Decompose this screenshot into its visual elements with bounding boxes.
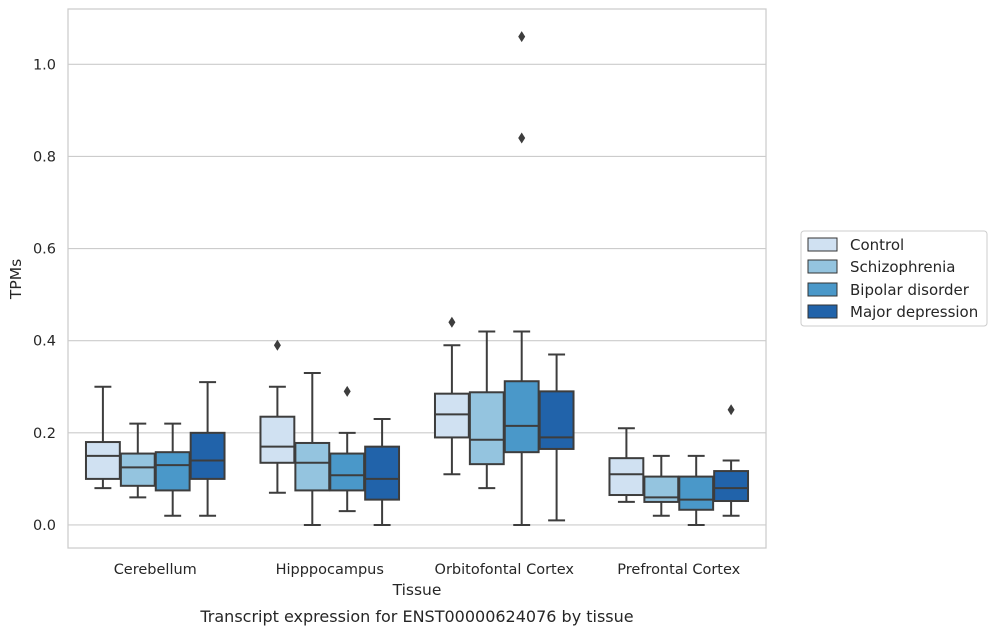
y-tick-label: 0.8: [33, 149, 56, 165]
legend-swatch-bipolar-disorder: [807, 282, 838, 297]
x-axis-label: Tissue: [392, 581, 442, 599]
box-bipolar-disorder-hipppocampus: [329, 385, 366, 513]
box-iqr: [294, 441, 331, 492]
grid-lines: [68, 63, 766, 526]
box-iqr: [713, 470, 750, 503]
chart-caption: Transcript expression for ENST0000062407…: [199, 607, 633, 626]
outlier-point: [518, 31, 526, 43]
plot-frame: [67, 8, 767, 549]
box-iqr: [259, 415, 296, 464]
box-iqr: [433, 392, 470, 439]
outlier-point: [727, 404, 735, 416]
outlier-point: [273, 339, 281, 351]
box-iqr: [189, 431, 226, 480]
y-axis-label: TPMs: [7, 259, 25, 300]
outlier-point: [343, 385, 351, 397]
box-control-orbitofontal-cortex: [433, 316, 470, 476]
y-tick-label: 0.4: [33, 334, 56, 350]
legend-label-schizophrenia: Schizophrenia: [850, 258, 955, 276]
outlier-point: [518, 132, 526, 144]
box-bipolar-disorder-orbitofontal-cortex: [503, 31, 540, 526]
legend-label-control: Control: [850, 236, 904, 254]
x-tick-label: Prefrontal Cortex: [617, 562, 740, 578]
box-bipolar-disorder-prefrontal-cortex: [678, 454, 715, 526]
y-tick-label: 0.0: [33, 518, 56, 534]
x-tick-label: Hipppocampus: [276, 562, 384, 578]
box-iqr: [154, 451, 191, 492]
legend-swatch-major-depression: [807, 304, 838, 319]
box-iqr: [468, 391, 505, 466]
x-tick-label: Cerebellum: [114, 562, 197, 578]
box-schizophrenia-orbitofontal-cortex: [468, 330, 505, 490]
box-major-depression-orbitofontal-cortex: [538, 353, 575, 522]
y-tick-labels: 0.0 0.2 0.4 0.6 0.8 1.0: [33, 57, 56, 534]
box-iqr: [84, 441, 121, 480]
outlier-point: [448, 316, 456, 328]
box-iqr: [538, 390, 575, 450]
legend-item-schizophrenia: Schizophrenia: [807, 258, 955, 276]
box-iqr: [364, 445, 401, 501]
box-schizophrenia-prefrontal-cortex: [643, 454, 680, 517]
legend-swatch-schizophrenia: [807, 259, 838, 274]
box-iqr: [503, 380, 540, 454]
box-iqr: [608, 457, 645, 497]
box-schizophrenia-hipppocampus: [294, 371, 331, 526]
legend-item-bipolar-disorder: Bipolar disorder: [807, 281, 970, 299]
y-tick-label: 1.0: [33, 57, 56, 73]
box-control-cerebellum: [84, 385, 121, 490]
box-series: [84, 31, 750, 526]
x-tick-label: Orbitofontal Cortex: [435, 562, 575, 578]
box-control-prefrontal-cortex: [608, 427, 645, 503]
legend-label-major-depression: Major depression: [850, 303, 978, 321]
box-major-depression-cerebellum: [189, 381, 226, 517]
legend-label-bipolar-disorder: Bipolar disorder: [850, 281, 970, 299]
y-tick-label: 0.6: [33, 242, 56, 258]
legend: Control Schizophrenia Bipolar disorder M…: [800, 230, 988, 327]
legend-item-control: Control: [807, 236, 904, 254]
legend-item-major-depression: Major depression: [807, 303, 978, 321]
legend-swatch-control: [807, 237, 838, 252]
box-schizophrenia-cerebellum: [119, 422, 156, 499]
y-tick-label: 0.2: [33, 426, 56, 442]
box-bipolar-disorder-cerebellum: [154, 422, 191, 517]
box-major-depression-prefrontal-cortex: [713, 404, 750, 517]
box-major-depression-hipppocampus: [364, 418, 401, 526]
x-tick-labels: Cerebellum Hipppocampus Orbitofontal Corte…: [114, 562, 741, 578]
box-iqr: [329, 452, 366, 492]
box-control-hipppocampus: [259, 339, 296, 494]
box-iqr: [678, 475, 715, 511]
legend-frame: [800, 230, 988, 327]
box-iqr: [119, 452, 156, 487]
